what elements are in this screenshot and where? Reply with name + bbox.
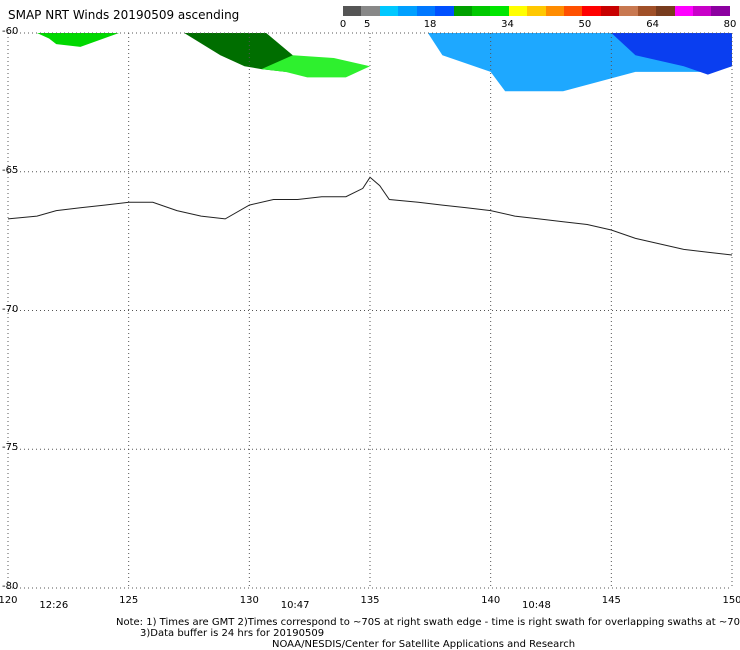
wind-swath xyxy=(184,33,293,72)
note-line-3: NOAA/NESDIS/Center for Satellite Applica… xyxy=(272,639,576,650)
colorbar-segment xyxy=(637,6,657,16)
wind-swath xyxy=(611,33,732,75)
colorbar-segment xyxy=(545,6,565,16)
colorbar-segment xyxy=(619,6,638,16)
longitude-tick-label: 145 xyxy=(601,595,621,606)
longitude-tick-label: 135 xyxy=(360,595,380,606)
longitude-tick-label: 130 xyxy=(239,595,259,606)
colorbar-segment xyxy=(398,6,417,16)
longitude-tick-label: 150 xyxy=(722,595,740,606)
colorbar-segment xyxy=(582,6,601,16)
antarctic-coastline xyxy=(7,176,733,256)
colorbar-label: 64 xyxy=(646,19,659,30)
longitude-tick-label: 125 xyxy=(119,595,139,606)
map-title: SMAP NRT Winds 20190509 ascending xyxy=(8,8,240,22)
latitude-tick-label: -65 xyxy=(2,164,19,176)
latitude-tick-label: -70 xyxy=(2,303,19,315)
colorbar-segment xyxy=(508,6,528,16)
colorbar-segment xyxy=(453,6,472,16)
colorbar-label: 18 xyxy=(423,19,437,30)
swath-time-label: 10:48 xyxy=(522,600,551,611)
colorbar-segment xyxy=(379,6,399,16)
colorbar-segment xyxy=(527,6,546,16)
lat-lon-grid xyxy=(7,32,733,589)
colorbar-segment xyxy=(564,6,583,16)
colorbar-segment xyxy=(361,6,380,16)
longitude-tick-label: 120 xyxy=(0,595,18,606)
colorbar-segment xyxy=(600,6,620,16)
latitude-tick-label: -75 xyxy=(2,442,19,454)
colorbar-segment xyxy=(693,6,712,16)
colorbar-label: 50 xyxy=(578,19,592,30)
wind-swath xyxy=(36,33,120,47)
colorbar-segment xyxy=(343,6,362,16)
note-line-2: 3)Data buffer is 24 hrs for 20190509 xyxy=(140,628,325,639)
colorbar-segment xyxy=(471,6,491,16)
longitude-tick-label: 140 xyxy=(481,595,501,606)
swath-time-label: 12:26 xyxy=(39,600,69,611)
latitude-tick-label: -60 xyxy=(2,26,19,37)
colorbar-segment xyxy=(711,6,730,16)
swath-time-label: 10:47 xyxy=(280,600,310,611)
latitude-tick-label: -80 xyxy=(2,581,19,592)
colorbar-segment xyxy=(416,6,436,16)
colorbar-label: 34 xyxy=(501,19,514,30)
colorbar-segment xyxy=(435,6,454,16)
colorbar-label: 80 xyxy=(723,19,737,30)
colorbar-label: 5 xyxy=(364,19,371,30)
colorbar-label: 0 xyxy=(339,19,347,30)
note-line-1: Note: 1) Times are GMT 2)Times correspon… xyxy=(116,617,740,628)
wind-speed-colorbar xyxy=(343,6,730,16)
wind-swath xyxy=(261,55,370,78)
colorbar-segment xyxy=(674,6,694,16)
wind-swaths xyxy=(36,33,732,92)
colorbar-segment xyxy=(656,6,675,16)
colorbar-segment xyxy=(490,6,509,16)
